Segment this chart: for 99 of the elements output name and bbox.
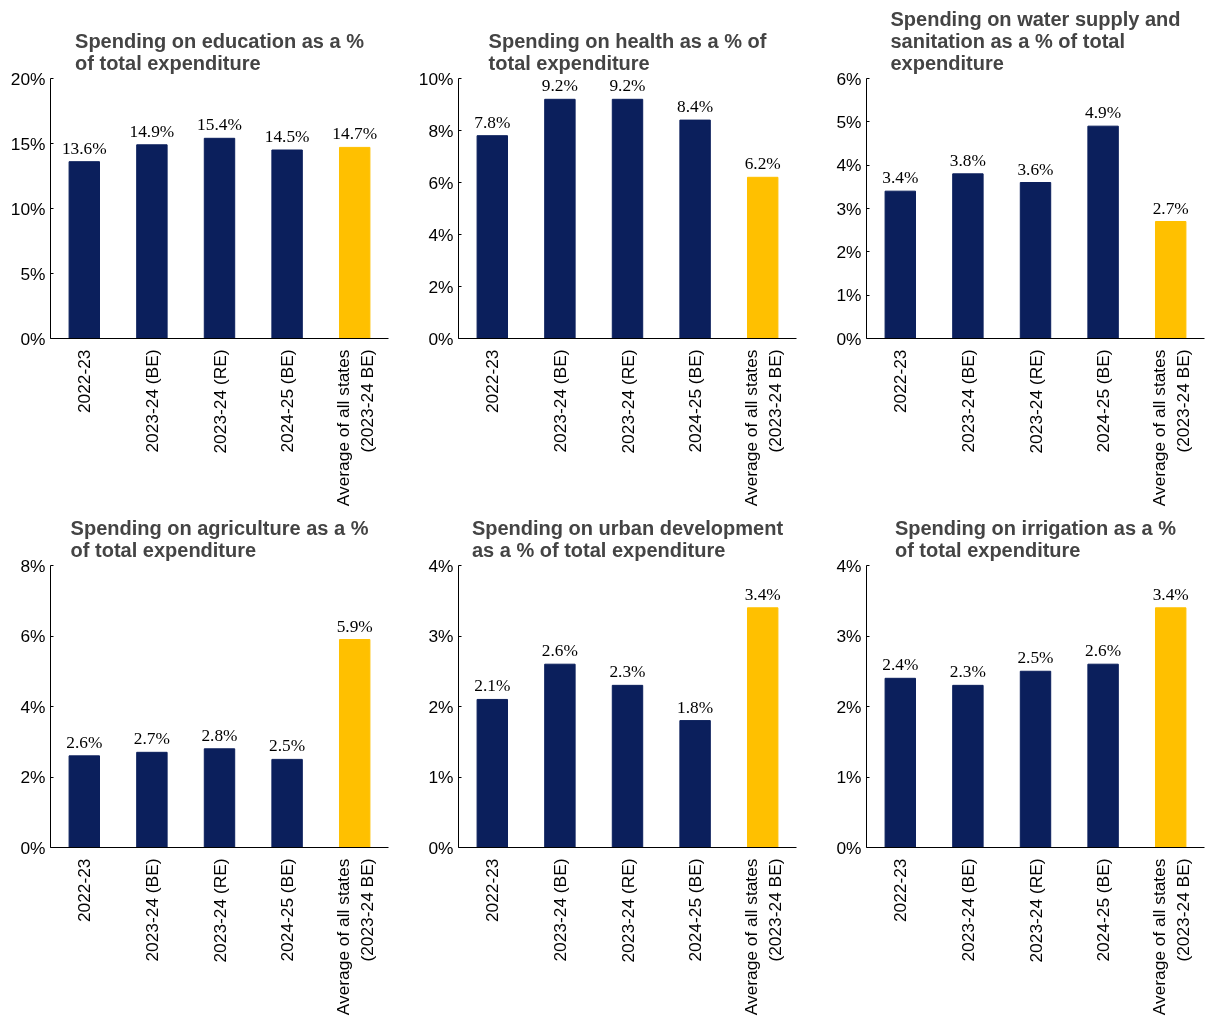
y-tick-label: 0%: [20, 328, 46, 349]
y-tick-label: 2%: [428, 696, 454, 717]
y-tick-label: 6%: [428, 172, 454, 193]
y-tick-label: 4%: [428, 224, 454, 245]
y-tick-label: 10%: [418, 68, 454, 89]
chart-title: Spending on health as a % of total expenditure: [488, 29, 767, 74]
y-tick-label: 1%: [836, 285, 862, 306]
data-label: 14.7%: [332, 124, 378, 144]
data-label: 14.9%: [129, 121, 175, 141]
data-label: 4.9%: [1085, 103, 1122, 123]
y-tick-label: 2%: [20, 767, 46, 787]
x-tick-label: 2023-24 (BE): [141, 349, 162, 453]
y-tick-label: 1%: [428, 767, 454, 787]
x-tick-label: 2024-25 (BE): [277, 349, 298, 453]
data-label: 2.3%: [609, 662, 646, 682]
data-label: 13.6%: [61, 138, 107, 158]
y-tick-label: 4%: [836, 155, 862, 176]
x-tick-label: 2023-24 (BE): [549, 858, 570, 962]
x-tick-label: 2023-24 (BE): [957, 858, 978, 962]
data-label: 3.8%: [949, 150, 986, 170]
data-label: 3.4%: [882, 168, 919, 188]
data-label: 3.4%: [744, 584, 781, 604]
x-tick-label: 2023-24 (RE): [1025, 349, 1046, 454]
data-label: 1.8%: [677, 697, 714, 717]
y-tick-label: 20%: [10, 68, 46, 89]
y-tick-label: 8%: [428, 120, 454, 141]
data-label: 2.8%: [201, 725, 238, 745]
y-tick-label: 4%: [836, 555, 862, 576]
data-label: 2.6%: [541, 641, 578, 661]
chart-title: Spending on agriculture as a % of total expenditure: [70, 516, 369, 561]
data-label: 6.2%: [744, 154, 781, 174]
chart-title: Spending on education as a % of total expenditure: [75, 29, 365, 74]
x-tick-label: 2023-24 (RE): [617, 858, 638, 963]
x-tick-label: 2023-24 (RE): [209, 349, 230, 454]
x-tick-label: Average of all states (2023-24 BE): [1148, 858, 1193, 1016]
data-label: 8.4%: [677, 97, 714, 117]
data-label: 2.6%: [66, 732, 103, 752]
x-tick-label: 2024-25 (BE): [277, 858, 298, 962]
y-tick-label: 0%: [836, 328, 862, 349]
x-tick-label: 2023-24 (RE): [617, 349, 638, 454]
x-tick-label: Average of all states (2023-24 BE): [1148, 349, 1193, 507]
x-tick-label: 2024-25 (BE): [685, 349, 706, 453]
y-tick-label: 2%: [836, 241, 862, 262]
chart-title: Spending on irrigation as a % of total expenditure: [894, 516, 1177, 561]
data-label: 3.4%: [1152, 584, 1189, 604]
data-label: 3.6%: [1017, 159, 1054, 179]
data-label: 2.1%: [474, 676, 511, 696]
x-tick-label: 2022-23: [482, 858, 503, 923]
x-tick-label: Average of all states (2023-24 BE): [332, 858, 377, 1016]
y-tick-label: 6%: [836, 68, 862, 89]
x-tick-label: 2024-25 (BE): [1093, 349, 1114, 453]
data-label: 2.5%: [269, 736, 306, 756]
x-tick-label: Average of all states (2023-24 BE): [332, 349, 377, 507]
y-tick-label: 3%: [428, 626, 454, 646]
data-label: 2.5%: [1017, 648, 1054, 668]
y-tick-label: 2%: [428, 276, 454, 297]
x-tick-label: 2023-24 (BE): [957, 349, 978, 453]
x-tick-label: 2022-23: [74, 858, 95, 923]
data-label: 2.7%: [133, 729, 170, 749]
data-label: 2.7%: [1152, 198, 1189, 218]
data-label: 7.8%: [474, 112, 511, 132]
y-tick-label: 0%: [428, 328, 454, 349]
x-tick-label: 2023-24 (BE): [549, 349, 570, 453]
y-tick-label: 15%: [10, 133, 46, 154]
data-label: 14.5%: [264, 127, 310, 146]
y-tick-label: 6%: [20, 626, 46, 646]
x-tick-label: 2022-23: [890, 349, 911, 414]
data-label: 2.4%: [882, 655, 919, 675]
data-label: 15.4%: [197, 115, 242, 135]
y-tick-label: 4%: [20, 696, 46, 717]
x-tick-label: 2024-25 (BE): [1093, 858, 1114, 962]
x-tick-label: 2023-24 (RE): [1025, 858, 1046, 963]
y-tick-label: 3%: [836, 626, 862, 646]
y-tick-label: 10%: [10, 198, 46, 219]
y-tick-label: 3%: [836, 198, 862, 219]
y-tick-label: 4%: [428, 555, 454, 576]
x-tick-label: Average of all states (2023-24 BE): [740, 858, 785, 1016]
y-tick-label: 8%: [20, 555, 46, 576]
x-tick-label: Average of all states (2023-24 BE): [740, 349, 785, 507]
data-label: 9.2%: [609, 76, 646, 96]
data-label: 5.9%: [336, 616, 373, 636]
chart-title: Spending on urban development as a % of total expenditure: [471, 516, 784, 561]
data-label: 2.3%: [949, 662, 986, 682]
y-tick-label: 0%: [20, 837, 46, 858]
x-tick-label: 2023-24 (RE): [209, 858, 230, 963]
x-tick-label: 2022-23: [890, 858, 911, 923]
y-tick-label: 1%: [836, 767, 862, 787]
y-tick-label: 5%: [20, 263, 46, 284]
x-tick-label: 2022-23: [482, 349, 503, 414]
x-tick-label: 2024-25 (BE): [685, 858, 706, 962]
data-label: 2.6%: [1085, 641, 1122, 661]
y-tick-label: 0%: [836, 837, 862, 858]
data-label: 9.2%: [541, 76, 578, 96]
y-tick-label: 5%: [836, 111, 862, 132]
x-tick-label: 2022-23: [74, 349, 95, 414]
x-tick-label: 2023-24 (BE): [141, 858, 162, 962]
y-tick-label: 0%: [428, 837, 454, 858]
y-tick-label: 2%: [836, 696, 862, 717]
chart-title: Spending on water supply and sanitation as a % of total expenditure: [890, 7, 1181, 74]
